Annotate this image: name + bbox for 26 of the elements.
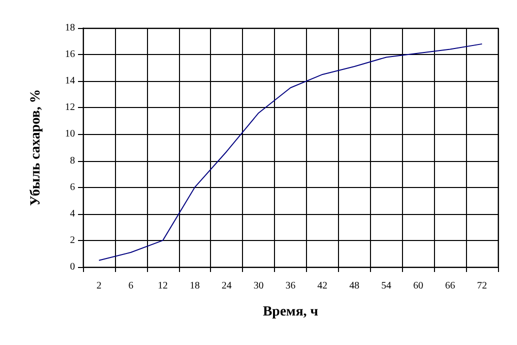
y-tick-label: 6 [70,182,75,193]
y-tick-label: 14 [65,76,75,87]
x-tick-label: 2 [96,280,102,292]
y-tick-label: 8 [70,155,75,166]
y-tick-label: 0 [70,262,75,272]
x-tick-label: 30 [254,280,264,292]
x-tick-label: 48 [349,280,360,292]
x-tick-label: 6 [128,280,134,292]
x-tick-label: 66 [445,280,456,292]
y-tick-label: 10 [65,128,75,140]
x-tick-label: 54 [381,280,392,292]
x-tick-label: 42 [317,280,328,292]
x-tick-label: 12 [158,280,168,292]
y-tick-label: 18 [65,22,75,34]
x-tick-label: 60 [413,280,424,292]
line-series [98,43,483,261]
x-tick-label: 18 [190,280,200,292]
y-tick-label: 2 [70,234,75,246]
x-tick-label: 36 [286,280,296,292]
y-tick-label: 12 [65,102,75,114]
x-tick-label: 24 [222,280,232,292]
y-tick-label: 4 [70,208,75,220]
x-axis-title: Время, ч [262,304,318,320]
y-axis-title: Убыль сахаров, % [28,89,44,206]
y-tick-label: 16 [65,49,75,60]
x-tick-label: 72 [477,280,488,292]
